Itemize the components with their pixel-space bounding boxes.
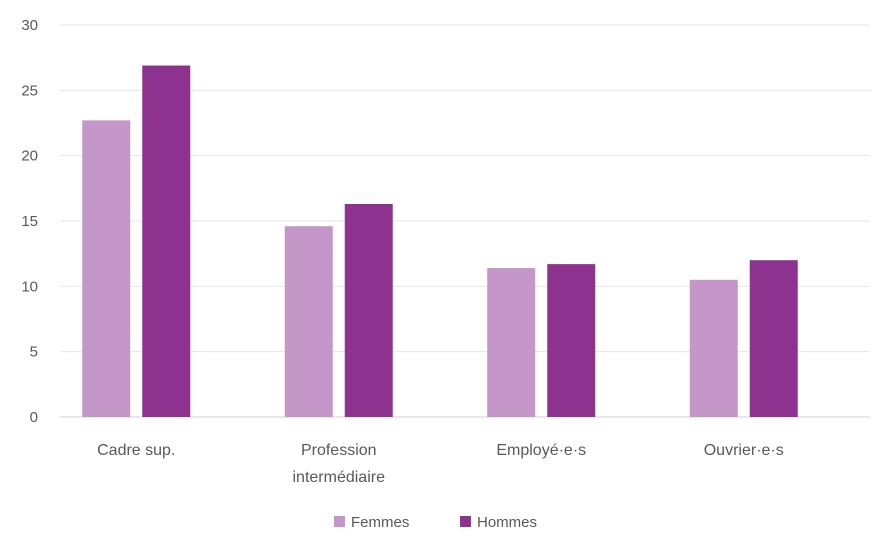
legend: Femmes Hommes (334, 514, 537, 531)
y-axis: 0 5 10 15 20 25 30 (21, 17, 38, 426)
legend-label-hommes: Hommes (477, 514, 537, 531)
bar-femmes (689, 279, 738, 417)
y-tick-label: 30 (21, 17, 38, 34)
bar-hommes (142, 65, 191, 418)
bar-femmes (487, 268, 536, 417)
bar-femmes (284, 226, 333, 417)
x-category-label: Employé·e·s (496, 442, 586, 459)
x-category-label: Profession intermédiaire (293, 442, 386, 486)
bar-hommes (547, 264, 596, 417)
bar-femmes (82, 120, 131, 418)
y-tick-label: 10 (21, 278, 38, 295)
bar-hommes (749, 260, 798, 417)
y-tick-label: 5 (30, 344, 38, 361)
x-axis: Cadre sup. Profession intermédiaire Employé… (97, 442, 784, 486)
x-category-label: Ouvrier·e·s (704, 442, 784, 459)
y-tick-label: 0 (30, 409, 38, 426)
legend-label-femmes: Femmes (351, 514, 409, 531)
gridlines (60, 24, 870, 418)
legend-swatch-femmes (334, 516, 345, 527)
legend-swatch-hommes (460, 516, 471, 527)
bar-hommes (344, 204, 393, 417)
y-tick-label: 25 (21, 82, 38, 99)
y-tick-label: 20 (21, 148, 38, 165)
y-tick-label: 15 (21, 213, 38, 230)
bars (82, 65, 798, 418)
x-category-label: Cadre sup. (97, 442, 175, 459)
